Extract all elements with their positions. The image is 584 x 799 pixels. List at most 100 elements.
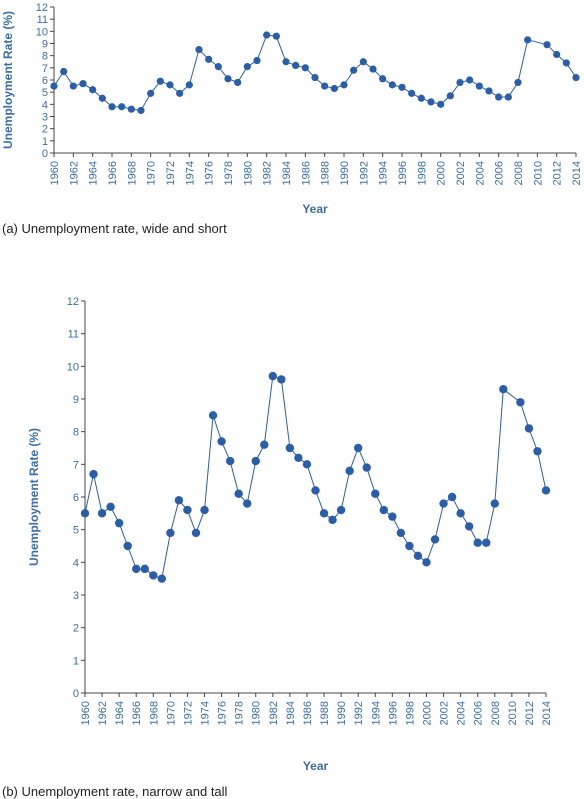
data-point	[89, 469, 98, 479]
data-point	[359, 58, 367, 66]
data-point	[336, 505, 346, 515]
x-tick-label: 2002	[455, 161, 467, 185]
x-tick-label: 2014	[571, 161, 583, 185]
data-point	[292, 61, 300, 69]
data-point	[330, 84, 338, 93]
data-point	[427, 98, 435, 106]
data-point	[524, 36, 532, 44]
data-point	[413, 551, 423, 560]
data-point	[183, 505, 192, 515]
x-tick-label: 1978	[234, 701, 246, 725]
data-point	[396, 528, 406, 538]
data-point	[224, 75, 232, 83]
data-point	[379, 75, 387, 83]
x-tick-label: 1978	[223, 161, 235, 185]
data-point	[340, 81, 348, 89]
data-point	[118, 103, 126, 111]
x-tick-label: 1980	[251, 701, 263, 725]
data-point	[456, 509, 465, 518]
data-point	[572, 73, 580, 82]
y-tick-label: 6	[42, 75, 48, 87]
y-tick-label: 5	[73, 525, 79, 537]
data-point	[533, 447, 542, 456]
x-tick-label: 2000	[436, 161, 448, 185]
data-point	[524, 424, 534, 433]
data-point	[388, 512, 397, 521]
data-point	[408, 89, 416, 97]
data-point	[516, 398, 525, 407]
data-point	[277, 375, 286, 384]
data-point	[456, 78, 464, 87]
data-point	[272, 32, 280, 40]
y-tick-label: 4	[42, 99, 48, 111]
data-point	[490, 499, 499, 508]
x-tick-label: 2012	[552, 161, 564, 185]
x-tick-label: 1998	[416, 161, 428, 185]
y-tick-label: 3	[42, 112, 48, 124]
data-point	[466, 76, 474, 84]
data-point	[166, 81, 174, 89]
data-point	[97, 509, 107, 518]
data-point	[473, 538, 482, 547]
x-tick-label: 2010	[507, 701, 519, 725]
x-tick-label: 1964	[114, 701, 126, 725]
y-tick-label: 4	[73, 557, 79, 569]
y-tick-label: 7	[42, 63, 48, 75]
data-point	[447, 492, 457, 502]
data-point	[69, 82, 77, 90]
x-tick-label: 1962	[68, 161, 80, 185]
data-point	[302, 460, 312, 469]
x-tick-label: 1976	[217, 701, 229, 725]
data-point	[369, 65, 377, 73]
y-tick-label: 12	[67, 296, 79, 308]
data-point	[430, 535, 440, 544]
y-tick-label: 10	[67, 361, 79, 373]
data-point	[311, 73, 319, 82]
data-point	[301, 64, 309, 72]
data-point	[379, 505, 388, 515]
x-tick-label: 1970	[165, 701, 177, 725]
x-tick-label: 1980	[242, 161, 254, 185]
data-point	[200, 505, 209, 515]
data-point	[80, 509, 90, 518]
y-axis-title: Unemployment Rate (%)	[27, 428, 41, 566]
data-point	[350, 66, 358, 74]
x-tick-label: 1994	[370, 701, 382, 725]
data-point	[321, 82, 329, 90]
x-tick-label: 1960	[49, 161, 61, 185]
x-tick-label: 2012	[524, 701, 536, 725]
data-point	[282, 58, 290, 66]
data-point	[405, 541, 414, 551]
x-tick-label: 2000	[421, 701, 433, 725]
x-tick-label: 2006	[473, 701, 485, 725]
data-point	[398, 83, 406, 91]
data-point	[422, 558, 431, 567]
data-point	[114, 518, 124, 528]
caption-a: (a) Unemployment rate, wide and short	[2, 221, 227, 236]
data-point	[464, 522, 474, 531]
x-tick-label: 1984	[281, 161, 293, 185]
y-tick-label: 11	[37, 14, 48, 26]
data-point	[294, 453, 303, 462]
data-point	[439, 499, 448, 508]
data-point	[79, 80, 87, 88]
data-point	[285, 443, 295, 453]
data-point	[251, 456, 260, 466]
x-tick-label: 1974	[184, 161, 196, 185]
data-point	[482, 538, 491, 547]
data-point	[268, 371, 278, 381]
data-point	[475, 82, 483, 90]
x-tick-label: 2008	[490, 701, 502, 725]
data-point	[485, 87, 493, 95]
x-axis-title: Year	[303, 759, 329, 773]
data-point	[98, 94, 106, 102]
data-point	[89, 86, 97, 94]
data-point	[205, 55, 213, 63]
data-point	[311, 486, 320, 495]
data-point	[157, 574, 167, 583]
data-point	[127, 105, 135, 113]
x-tick-label: 1986	[302, 701, 314, 725]
y-tick-label: 9	[73, 394, 79, 406]
x-tick-label: 1998	[404, 701, 416, 725]
